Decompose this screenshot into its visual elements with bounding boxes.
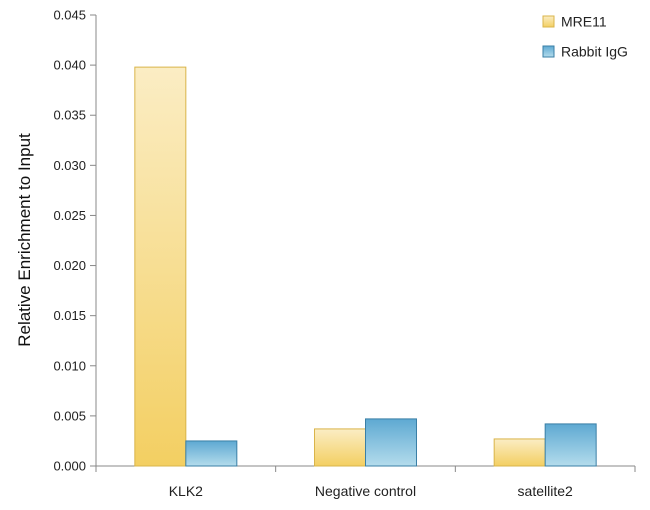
- y-tick-label: 0.005: [53, 408, 86, 423]
- y-tick-label: 0.015: [53, 308, 86, 323]
- bar-mre11-2: [493, 438, 546, 467]
- y-tick-label: 0.000: [53, 459, 86, 474]
- x-tick-label: Negative control: [315, 483, 416, 499]
- bar-mre11-0: [134, 66, 187, 467]
- y-tick-label: 0.020: [53, 258, 86, 273]
- y-tick-label: 0.045: [53, 8, 86, 23]
- bars: [134, 66, 597, 467]
- legend-label: Rabbit IgG: [561, 44, 628, 60]
- x-tick-label: satellite2: [518, 483, 573, 499]
- y-axis-title: Relative Enrichment to Input: [15, 133, 34, 347]
- bar-rabbit-igg-2: [544, 423, 597, 467]
- bar-mre11-1: [314, 428, 366, 467]
- y-tick-label: 0.035: [53, 108, 86, 123]
- x-tick-label: KLK2: [169, 483, 203, 499]
- y-tick-label: 0.040: [53, 58, 86, 73]
- bar-rabbit-igg-0: [185, 440, 238, 467]
- legend-swatch: [542, 15, 555, 28]
- y-tick-label: 0.010: [53, 358, 86, 373]
- legend-label: MRE11: [561, 14, 607, 30]
- legend: MRE11 Rabbit IgG: [542, 14, 628, 60]
- y-tick-label: 0.030: [53, 158, 86, 173]
- legend-swatch: [542, 45, 555, 58]
- y-tick-label: 0.025: [53, 208, 86, 223]
- y-axis: 0.000 0.005 0.010 0.015 0.020 0.025 0.030 0.035…: [53, 8, 97, 474]
- bar-rabbit-igg-1: [365, 418, 417, 467]
- x-axis: KLK2 Negative control satellite2: [95, 465, 636, 499]
